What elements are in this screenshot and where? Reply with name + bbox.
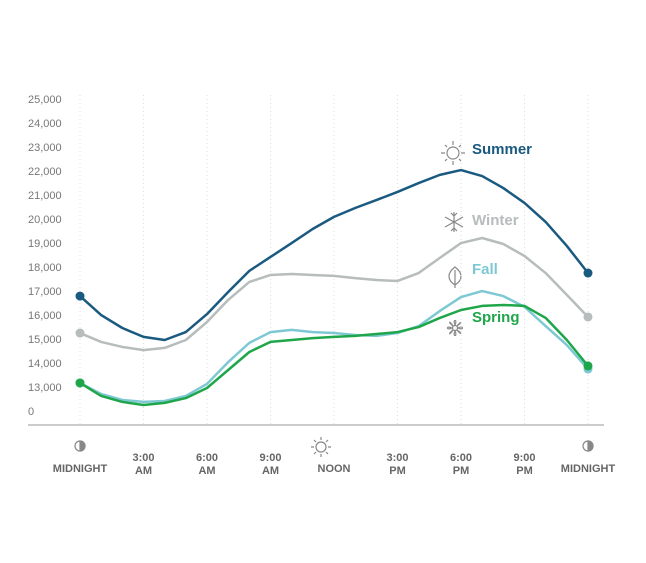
series-label: Winter (472, 212, 519, 229)
series-label: Fall (472, 261, 498, 278)
moon-icon (587, 440, 594, 452)
x-tick-label: 9:00 PM (513, 452, 536, 477)
series-line (79, 289, 589, 404)
series-line (79, 236, 589, 352)
y-tick-label: 18,000 (28, 262, 62, 274)
y-tick-label: 19,000 (28, 238, 62, 250)
icons (74, 141, 594, 457)
leaf-icon (448, 266, 462, 288)
flower-icon (446, 319, 464, 337)
sun-icon (446, 146, 460, 160)
end-dot (583, 361, 593, 371)
x-tick-label: 3:00 PM (386, 452, 409, 477)
end-dot (583, 268, 593, 278)
series-line (79, 303, 589, 407)
y-tick-label: 0 (28, 406, 34, 418)
y-tick-label: 15,000 (28, 334, 62, 346)
y-tick-label: 16,000 (28, 310, 62, 322)
series-label: Summer (472, 141, 533, 158)
x-tick-label: 3:00 AM (132, 452, 155, 477)
y-tick-label: 23,000 (28, 142, 62, 154)
moon-icon (79, 440, 86, 452)
series-label: Spring (472, 309, 520, 326)
end-dot (75, 328, 85, 338)
x-tick-label: 6:00 AM (195, 452, 219, 477)
x-tick-label: 9:00 AM (259, 452, 282, 477)
y-tick-label: 13,000 (28, 382, 62, 394)
sun-icon (315, 441, 327, 453)
y-tick-label: 14,000 (28, 358, 62, 370)
y-tick-label: 24,000 (28, 118, 62, 130)
end-dot (75, 378, 85, 388)
y-tick-label: 20,000 (28, 214, 62, 226)
y-tick-label: 21,000 (28, 190, 62, 202)
flower-icon (451, 324, 459, 332)
series-line (79, 168, 589, 342)
end-dot (75, 291, 85, 301)
y-tick-label: 25,000 (28, 94, 62, 106)
y-tick-label: 17,000 (28, 286, 62, 298)
x-tick-label: MIDNIGHT (560, 463, 616, 475)
y-tick-label: 22,000 (28, 166, 62, 178)
end-dot (583, 312, 593, 322)
x-tick-label: 6:00 PM (449, 452, 473, 477)
snowflake-icon (444, 212, 464, 232)
x-tick-label: MIDNIGHT (52, 463, 108, 475)
sun-icon (441, 141, 465, 165)
sun-icon (311, 437, 331, 457)
x-tick-label: NOON (317, 463, 351, 475)
